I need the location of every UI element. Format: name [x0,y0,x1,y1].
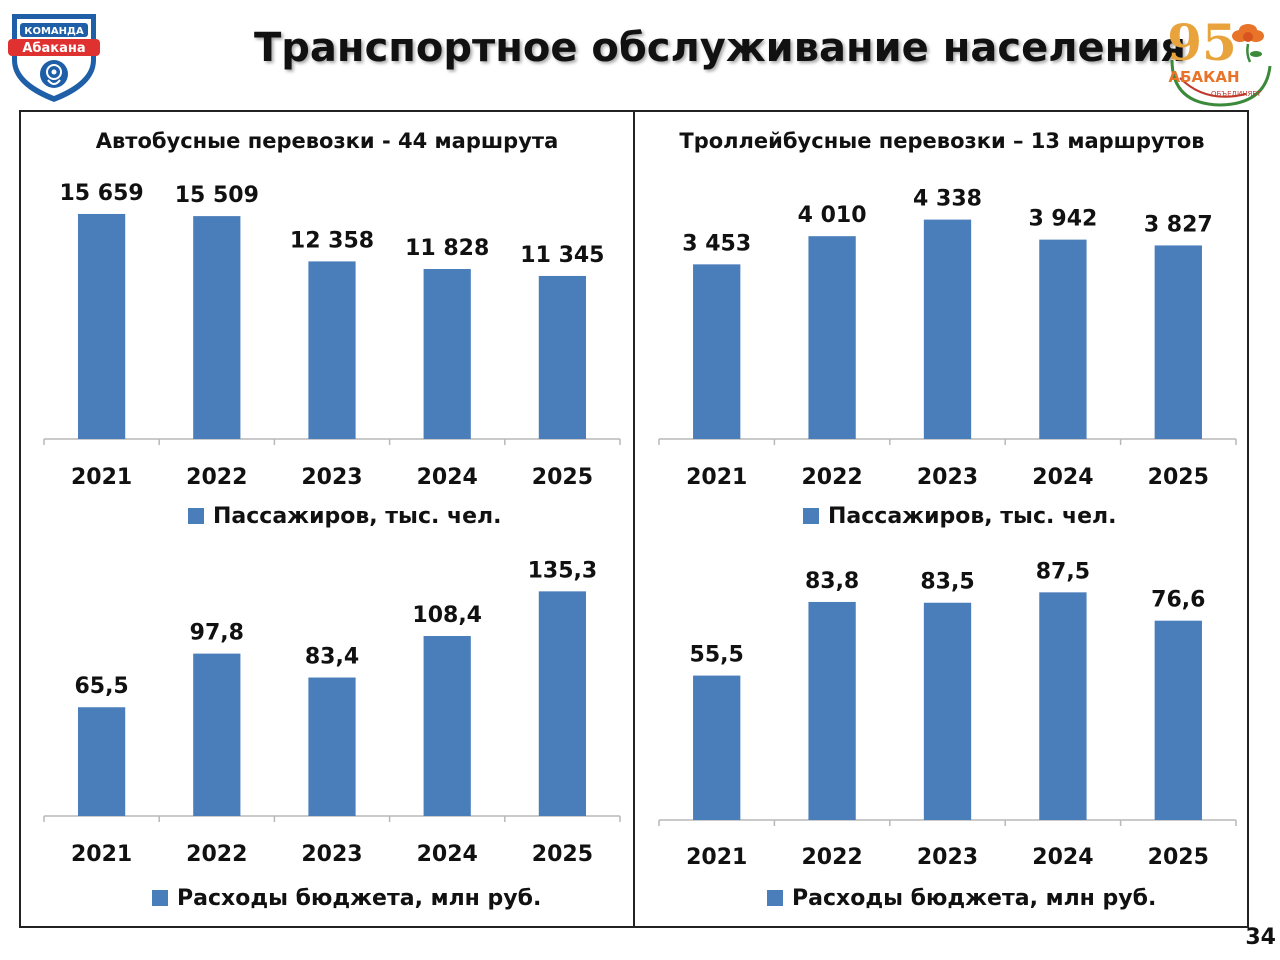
logo-left-top-text: КОМАНДА [24,26,84,37]
legend-swatch [803,508,819,524]
x-tick-label: 2023 [301,842,362,867]
x-tick-label: 2025 [1148,845,1209,870]
bar [1039,239,1087,439]
logo-right-slogan: ОБЪЕДИНЯЕТ [1211,90,1262,98]
data-label: 108,4 [412,603,482,628]
x-tick-label: 2021 [686,845,747,870]
data-label: 3 827 [1144,212,1213,237]
x-tick-label: 2022 [186,842,247,867]
bar [193,653,241,816]
x-tick-label: 2022 [186,465,247,490]
bar [423,636,471,816]
bar [1154,620,1202,820]
bar [693,675,741,820]
bar [808,601,856,820]
x-tick-label: 2021 [71,842,132,867]
bar [923,219,972,439]
legend-swatch [767,890,783,906]
x-tick-label: 2023 [917,465,978,490]
data-label: 83,5 [920,570,974,595]
x-tick-label: 2021 [686,465,747,490]
logo-right-number: 95 [1167,13,1237,72]
bar [693,264,741,439]
rose-emblem-icon [40,60,68,88]
x-tick-label: 2025 [532,465,593,490]
page-title: Транспортное обслуживание населения [254,25,1186,71]
x-tick-label: 2023 [917,845,978,870]
komanda-abakana-logo: КОМАНДА Абакана [8,14,100,102]
bar [538,275,587,439]
data-label: 76,6 [1151,588,1205,613]
legend-swatch [188,508,204,524]
x-tick-label: 2022 [801,465,862,490]
data-label: 4 010 [798,203,867,228]
data-label: 15 509 [175,183,259,208]
data-label: 87,5 [1036,559,1090,584]
data-label: 65,5 [74,674,128,699]
x-tick-label: 2025 [1148,465,1209,490]
bar [77,213,126,439]
legend-bus-passengers: Пассажиров, тыс. чел. [188,502,502,532]
legend-bus-budget: Расходы бюджета, млн руб. [152,884,541,914]
logo-left-main-text: Абакана [22,41,85,56]
bar [538,591,587,816]
data-label: 4 338 [913,187,982,212]
data-label: 3 942 [1028,207,1097,232]
bar [808,236,856,439]
bar [923,602,972,820]
legend-label: Расходы бюджета, млн руб. [792,886,1157,911]
data-label: 135,3 [528,558,598,583]
data-label: 15 659 [59,181,143,206]
legend-swatch [152,890,168,906]
x-tick-label: 2023 [301,465,362,490]
x-tick-label: 2024 [1032,465,1093,490]
logo-right-city: АБАКАН [1168,68,1239,86]
data-label: 3 453 [682,231,751,256]
x-tick-label: 2022 [801,845,862,870]
x-tick-label: 2024 [417,842,478,867]
charts-divider [633,110,635,928]
bar [423,269,471,439]
x-tick-label: 2025 [532,842,593,867]
bar [193,216,241,439]
bar [1154,245,1202,439]
data-label: 12 358 [290,228,374,253]
bar [308,261,356,439]
x-tick-label: 2024 [1032,845,1093,870]
x-tick-label: 2021 [71,465,132,490]
legend-trolleybus-budget: Расходы бюджета, млн руб. [767,884,1156,914]
orange-flower-icon [1232,24,1264,63]
bar [77,707,126,816]
bar [1039,592,1087,820]
legend-label: Пассажиров, тыс. чел. [213,504,502,529]
bar [308,677,356,816]
section-title-bus: Автобусные перевозки - 44 маршрута [95,129,559,153]
legend-label: Расходы бюджета, млн руб. [177,886,542,911]
data-label: 83,8 [805,569,859,594]
data-label: 11 828 [405,236,489,261]
x-tick-label: 2024 [417,465,478,490]
abakan-95-logo: 95 АБАКАН ОБЪЕДИНЯЕТ [1167,13,1272,107]
data-label: 83,4 [305,645,359,670]
data-label: 11 345 [520,243,604,268]
page-number: 34 [1245,925,1276,950]
data-label: 97,8 [190,621,244,646]
legend-trolleybus-passengers: Пассажиров, тыс. чел. [803,502,1117,532]
section-title-trolleybus: Троллейбусные перевозки – 13 маршрутов [679,129,1205,153]
data-label: 55,5 [690,643,744,668]
legend-label: Пассажиров, тыс. чел. [828,504,1117,529]
